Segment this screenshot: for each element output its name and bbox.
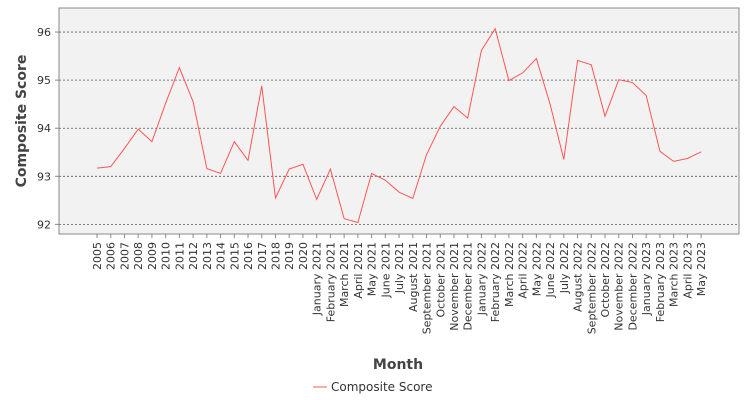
y-tick-label: 92 xyxy=(37,218,51,231)
x-axis: 2005 2006 2007 2008 2009 2010 2011 2012 2013 2014… xyxy=(59,233,739,334)
legend-label: Composite Score xyxy=(331,380,432,394)
x-tick-label: 2017 xyxy=(256,242,269,270)
x-tick-label: November 2021 xyxy=(448,242,461,331)
x-tick-label: July 2021 xyxy=(393,242,406,294)
x-tick-label: December 2022 xyxy=(626,242,639,331)
x-tick-label: January 2023 xyxy=(640,242,653,316)
x-tick-label: 2011 xyxy=(173,242,186,270)
x-tick-label: 2016 xyxy=(242,242,255,270)
y-axis-title: Composite Score xyxy=(14,55,30,188)
x-tick-label: 2008 xyxy=(132,242,145,270)
x-tick-label: April 2021 xyxy=(352,242,365,299)
x-tick-label: February 2022 xyxy=(489,242,502,322)
legend: Composite Score xyxy=(313,380,432,394)
x-tick-label: 2013 xyxy=(201,242,214,270)
x-axis-title: Month xyxy=(373,357,423,373)
x-tick-label: 2005 xyxy=(91,242,104,270)
x-tick-label: 2015 xyxy=(228,242,241,270)
x-tick-label: June 2021 xyxy=(379,242,392,298)
x-tick-label: April 2022 xyxy=(517,242,530,299)
x-tick-label: December 2021 xyxy=(462,242,475,331)
y-axis: 92 93 94 95 96 xyxy=(37,8,60,234)
x-tick-label: 2010 xyxy=(160,242,173,270)
x-tick-label: August 2021 xyxy=(407,242,420,312)
x-tick-label: 2019 xyxy=(283,242,296,270)
series-line-composite-score xyxy=(96,27,702,224)
x-tick-label: May 2023 xyxy=(695,242,708,296)
x-tick-label: 2009 xyxy=(146,242,159,270)
x-tick-label: September 2022 xyxy=(585,242,598,334)
x-tick-label: April 2023 xyxy=(681,242,694,299)
x-tick-label: January 2021 xyxy=(311,242,324,316)
x-tick-label: February 2023 xyxy=(654,242,667,322)
x-tick-label: 2012 xyxy=(187,242,200,270)
y-gridlines xyxy=(59,31,739,225)
x-tick-label: January 2022 xyxy=(475,242,488,316)
y-tick-label: 93 xyxy=(37,170,51,183)
x-tick-label: March 2023 xyxy=(668,242,681,307)
x-tick-label: September 2021 xyxy=(421,242,434,334)
x-tick-label: 2018 xyxy=(269,242,282,270)
x-tick-label: October 2021 xyxy=(434,242,447,318)
y-tick-label: 96 xyxy=(37,26,51,39)
series-group xyxy=(96,27,702,224)
x-tick-label: 2020 xyxy=(297,242,310,270)
x-tick-label: 2007 xyxy=(118,242,131,270)
x-tick-label: August 2022 xyxy=(572,242,585,312)
plot-area xyxy=(58,7,740,235)
x-tick-label: March 2021 xyxy=(338,242,351,307)
x-tick-label: 2014 xyxy=(215,242,228,270)
x-tick-label: July 2022 xyxy=(558,242,571,294)
x-tick-label: March 2022 xyxy=(503,242,516,307)
x-tick-label: May 2022 xyxy=(530,242,543,296)
x-tick-label: February 2021 xyxy=(324,242,337,322)
x-tick-label: June 2022 xyxy=(544,242,557,298)
y-tick-label: 94 xyxy=(37,122,51,135)
x-tick-label: May 2021 xyxy=(366,242,379,296)
x-tick-label: October 2022 xyxy=(599,242,612,318)
y-tick-label: 95 xyxy=(37,74,51,87)
x-tick-label: 2006 xyxy=(105,242,118,270)
x-tick-label: November 2022 xyxy=(613,242,626,331)
